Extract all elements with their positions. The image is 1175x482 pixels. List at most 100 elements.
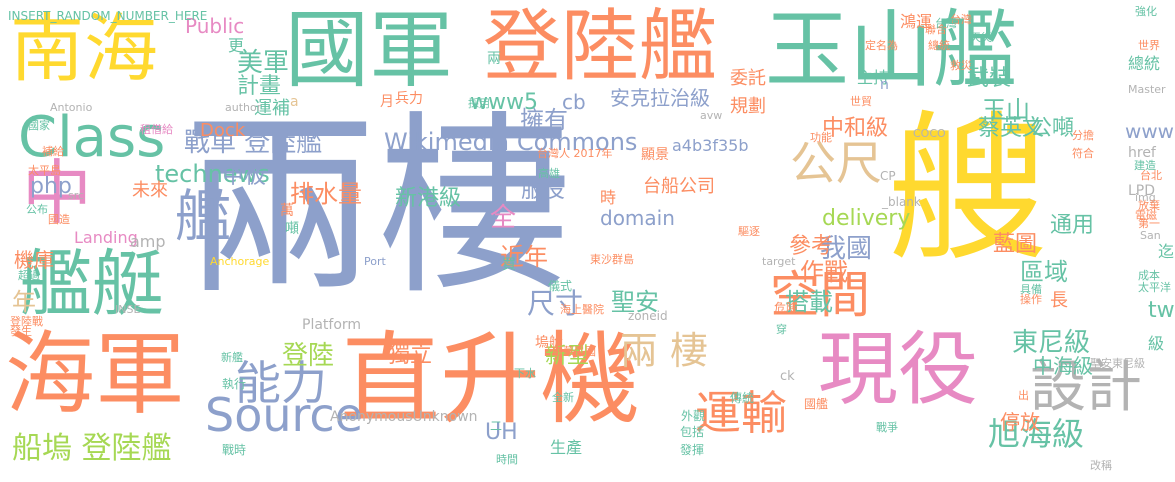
word-cloud-word: 藍圖 xyxy=(993,232,1038,257)
word-cloud-word: 包括 xyxy=(680,425,705,439)
word-cloud-word: a xyxy=(290,94,299,110)
word-cloud-word: 海軍 xyxy=(5,322,185,427)
word-cloud-word: 獨立 xyxy=(388,343,433,368)
word-cloud-word: 戰爭 xyxy=(876,421,898,434)
word-cloud-word: 改稱 xyxy=(1090,459,1112,472)
word-cloud-word: CP xyxy=(880,169,896,183)
word-cloud-word: 公噸 xyxy=(1030,116,1075,141)
word-cloud-word: 擁有 xyxy=(520,106,568,134)
word-cloud-word: 傳統 xyxy=(730,391,755,405)
word-cloud-word: target xyxy=(762,255,796,268)
word-cloud-word: 聯合 xyxy=(925,23,947,36)
word-cloud-word: 新港級 xyxy=(395,186,462,211)
word-cloud-word: 玉山艦 xyxy=(765,1,1018,99)
word-cloud-word: 國艦 xyxy=(804,397,829,411)
word-cloud-word: n xyxy=(880,77,889,93)
word-cloud-word: 登陸 xyxy=(282,341,335,371)
word-cloud-word: 執行 xyxy=(222,377,247,391)
word-cloud-word: INSE xyxy=(115,303,141,316)
word-cloud-word: 超過 xyxy=(18,269,40,282)
word-cloud-word: 服役 xyxy=(521,178,566,203)
word-cloud-word: 二 xyxy=(490,419,503,433)
word-cloud-word: Wikimedia Commons xyxy=(384,128,638,156)
word-cloud-word: 停放 xyxy=(1000,410,1040,434)
word-cloud-word: 參考 xyxy=(789,234,834,259)
word-cloud-word: 登陸戰 xyxy=(10,315,43,328)
word-cloud-word: 計畫 xyxy=(237,74,282,99)
word-cloud-word: 月 xyxy=(380,94,394,110)
word-cloud-word: php xyxy=(30,174,72,199)
word-cloud-word: 第一 xyxy=(1138,217,1160,230)
word-cloud-word: 直升機 xyxy=(340,321,640,438)
word-cloud-word: 近年 xyxy=(500,243,548,271)
word-cloud-word: 我國 xyxy=(820,234,873,264)
word-cloud-word: 太平島 xyxy=(28,164,61,177)
word-cloud-word: 運輸 xyxy=(695,386,787,440)
word-cloud-word: 空間 xyxy=(770,266,870,324)
word-cloud-word: 運補 xyxy=(254,98,290,119)
word-cloud-word: 迄 xyxy=(1158,242,1175,261)
word-cloud-word: author xyxy=(225,101,262,114)
word-cloud-word: 公布 xyxy=(26,203,48,216)
word-cloud-word: 全新 xyxy=(552,391,574,404)
word-cloud-word: 聖安東尼級 xyxy=(1090,357,1145,370)
word-cloud-word: 中華民國 xyxy=(552,345,596,358)
word-cloud-word: 發揮 xyxy=(680,443,705,457)
word-cloud-word: 操作 xyxy=(1020,293,1042,306)
word-cloud-word: 主持 xyxy=(857,68,890,87)
word-cloud-word: 萬 xyxy=(280,203,294,219)
word-cloud-word: avw xyxy=(700,109,723,122)
word-cloud-word: COCO xyxy=(913,127,946,140)
word-cloud-word: 定名為 xyxy=(865,39,898,52)
word-cloud-word: 穿 xyxy=(776,323,787,336)
word-cloud-word: 級 xyxy=(1148,334,1165,353)
word-cloud-word: Platform xyxy=(302,317,362,333)
word-cloud-word: 全 xyxy=(490,203,517,233)
word-cloud-word: 分擔 xyxy=(1072,129,1094,142)
word-cloud-word: 台灣 xyxy=(935,17,957,30)
word-cloud-word: src xyxy=(68,189,85,202)
word-cloud-word: 總統 xyxy=(1128,54,1161,73)
word-cloud-word: 台北 xyxy=(1140,169,1162,182)
word-cloud-word: 蔡英文 xyxy=(978,116,1045,141)
word-cloud-word: 安克拉治級 xyxy=(610,86,710,110)
word-cloud-word: 生產 xyxy=(550,438,583,457)
word-cloud-word: 區域 xyxy=(1020,258,1068,286)
word-cloud-word: 東尼級 xyxy=(1012,328,1091,358)
word-cloud-word: 強化 xyxy=(1135,5,1157,18)
word-cloud-word: 國軍 xyxy=(285,1,454,99)
word-cloud-word: 外觀 xyxy=(681,409,706,423)
word-cloud-word: INSERT_RANDOM_NUMBER_HERE xyxy=(8,9,208,23)
word-cloud-word: 玉山 xyxy=(982,96,1030,124)
word-cloud-word: Landing xyxy=(74,228,138,247)
word-cloud-word: 下水 xyxy=(514,367,536,380)
word-cloud-word: AnonymousUnknown xyxy=(330,409,478,425)
word-cloud-word: 噸 xyxy=(285,221,299,237)
word-cloud-word: 通用 xyxy=(1050,213,1095,238)
word-cloud-word: Master xyxy=(1128,83,1166,96)
word-cloud-word: Port xyxy=(364,255,386,268)
word-cloud-word: www5 xyxy=(470,90,538,115)
word-cloud-word: 美軍 xyxy=(237,48,290,78)
word-cloud-word: UH xyxy=(485,420,518,445)
word-cloud-word: www xyxy=(1125,119,1174,143)
word-cloud-word: 儀式 xyxy=(548,279,573,293)
word-cloud-word: 聖安 xyxy=(611,288,659,316)
word-cloud-word: 塢艙 xyxy=(535,335,563,351)
word-cloud-word: a4b3f35b xyxy=(672,136,749,155)
word-cloud-word: Dock xyxy=(200,120,246,141)
word-cloud-word: domain xyxy=(600,206,675,230)
word-cloud-word: 電磁 xyxy=(1135,209,1157,222)
word-cloud-word: 台灣人 2017年 xyxy=(537,147,613,160)
word-cloud-word: 作戰 xyxy=(800,258,848,286)
word-cloud-word: 新型 xyxy=(545,344,590,369)
word-cloud-word: 顯景 xyxy=(641,147,669,163)
word-cloud-word: _blank xyxy=(882,195,921,209)
word-cloud-word: 新艦 xyxy=(221,351,243,364)
word-cloud-word: technews xyxy=(155,160,270,188)
word-cloud-word: href xyxy=(1128,145,1156,161)
word-cloud-word: 兩 棲 xyxy=(620,329,709,373)
word-cloud-word: 台船公司 xyxy=(643,176,715,197)
word-cloud-word: 租借給 xyxy=(140,123,173,136)
